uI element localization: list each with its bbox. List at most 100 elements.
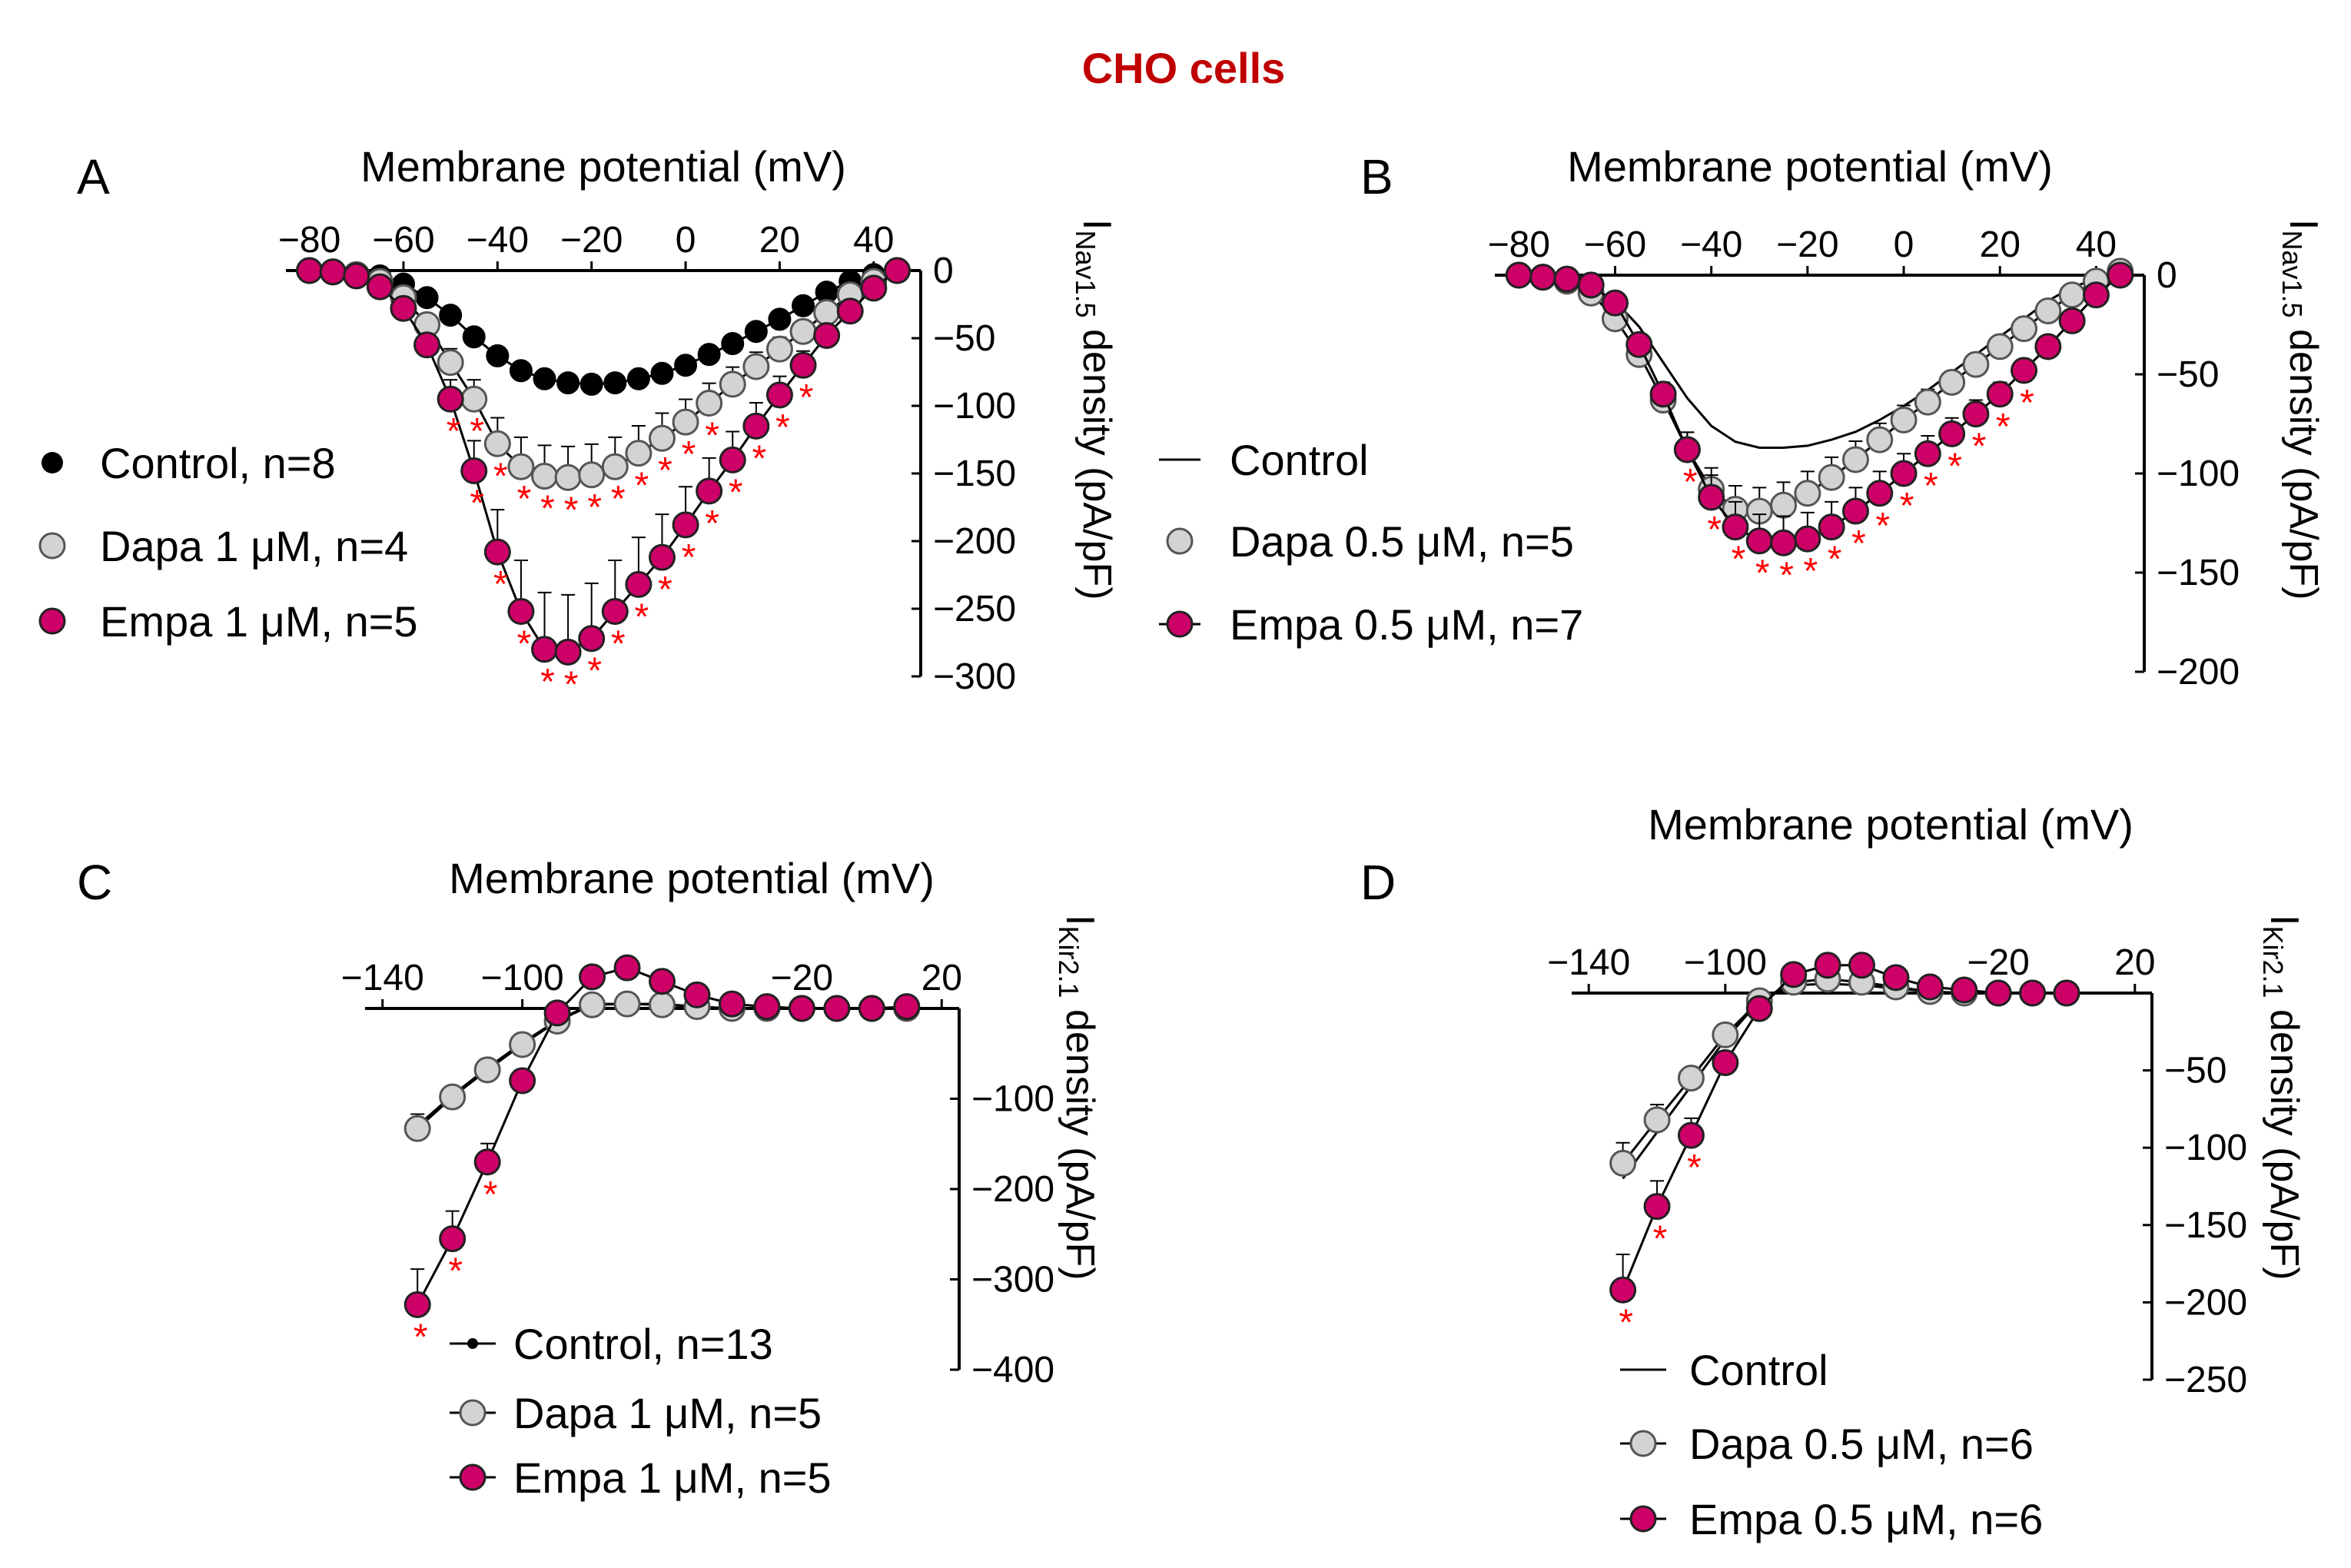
data-point <box>603 371 627 395</box>
data-point <box>462 325 486 349</box>
significance-star: * <box>1900 486 1914 527</box>
data-point <box>1916 973 1944 1001</box>
data-point <box>531 463 559 490</box>
data-point <box>648 424 676 452</box>
x-tick-label: −20 <box>771 958 833 998</box>
data-point <box>893 993 921 1021</box>
significance-star: * <box>1804 551 1818 592</box>
data-point <box>2034 333 2062 360</box>
data-point <box>1601 289 1629 317</box>
data-point <box>2058 281 2086 309</box>
x-tick-label: −60 <box>372 220 434 261</box>
data-point <box>2058 307 2086 334</box>
data-point <box>823 995 851 1022</box>
data-point <box>415 286 439 310</box>
data-point <box>860 274 888 302</box>
y-axis-title: IKir2.1 density (pA/pF) <box>1053 915 1102 1281</box>
data-point <box>742 412 770 440</box>
panel-b: B Membrane potential (mV) INav1.5 densit… <box>1159 142 2326 693</box>
data-point <box>613 954 641 982</box>
legend-marker-dapa <box>1166 527 1194 555</box>
y-axis-title: INav1.5 density (pA/pF) <box>2276 219 2326 600</box>
data-point <box>1643 1106 1671 1134</box>
data-point <box>721 332 745 356</box>
legend-label-control: Control, n=13 <box>513 1320 773 1368</box>
data-point <box>507 598 535 626</box>
x-axis-title: Membrane potential (mV) <box>360 142 846 191</box>
x-tick-label: −40 <box>1680 224 1742 265</box>
significance-star: * <box>448 1251 463 1292</box>
x-tick-label: 0 <box>676 220 696 261</box>
data-point <box>1841 446 1869 473</box>
significance-star: * <box>1687 1148 1702 1188</box>
legend-label-control: Control <box>1230 436 1369 484</box>
data-point <box>1914 388 1941 416</box>
data-point <box>1505 261 1532 289</box>
y-tick-label: −200 <box>2157 652 2240 693</box>
y-tick-label: −300 <box>971 1260 1054 1301</box>
y-tick-label: −200 <box>2164 1282 2247 1323</box>
legend-label-empa: Empa 0.5 μM, n=7 <box>1230 600 1583 649</box>
y-axis-main: I <box>1074 219 1119 230</box>
plot-area: −140 −100 −20 20 −100 −200 −300 −400 * * * <box>341 954 1054 1390</box>
legend: Control Dapa 0.5 μM, n=5 Empa 0.5 μM, n=… <box>1159 436 1583 649</box>
data-point <box>1951 976 1978 1004</box>
x-tick-label: 20 <box>759 220 800 261</box>
data-point <box>792 294 815 317</box>
data-point <box>2053 979 2080 1007</box>
data-point <box>1986 380 2014 408</box>
significance-star: * <box>447 411 461 452</box>
data-point <box>578 461 606 489</box>
y-axis-subscript: Nav1.5 <box>1070 230 1101 317</box>
significance-star: * <box>540 662 555 703</box>
significance-star: * <box>517 479 532 520</box>
y-tick-label: −200 <box>933 521 1016 562</box>
data-point <box>650 361 674 385</box>
x-tick-label: 20 <box>1980 224 2021 265</box>
significance-star: * <box>658 570 672 610</box>
significance-star: * <box>705 415 719 456</box>
data-point <box>625 570 653 598</box>
data-point <box>578 625 606 653</box>
x-axis-title: Membrane potential (mV) <box>449 854 935 902</box>
data-point <box>507 453 535 480</box>
significance-star: * <box>413 1317 428 1357</box>
x-tick-label: −100 <box>481 958 564 998</box>
legend-marker-empa <box>1166 610 1194 638</box>
data-point <box>1745 995 1773 1022</box>
x-tick-label: −140 <box>1547 942 1630 983</box>
x-tick-label: −20 <box>560 220 623 261</box>
significance-star: * <box>705 503 719 544</box>
x-axis-title: Membrane potential (mV) <box>1567 142 2053 191</box>
x-tick-label: −140 <box>341 958 424 998</box>
data-point <box>1818 463 1845 491</box>
data-point <box>509 1067 536 1095</box>
data-point <box>390 294 417 322</box>
significance-star: * <box>1948 446 1962 487</box>
y-axis-title: INav1.5 density (pA/pF) <box>1070 219 1119 600</box>
significance-star: * <box>1779 555 1794 596</box>
legend-marker-control <box>467 1338 478 1349</box>
significance-star: * <box>587 487 602 528</box>
data-point <box>858 995 885 1022</box>
y-tick-label: 0 <box>933 251 954 291</box>
x-tick-label: −60 <box>1584 224 1646 265</box>
data-point <box>2019 979 2047 1007</box>
data-point <box>1677 1121 1705 1149</box>
y-tick-label: −200 <box>971 1169 1054 1210</box>
panel-letter: B <box>1360 149 1393 204</box>
data-point <box>613 990 641 1018</box>
legend-label-empa: Empa 1 μM, n=5 <box>100 597 418 646</box>
legend-label-dapa: Dapa 0.5 μM, n=6 <box>1689 1420 2034 1468</box>
data-point <box>554 463 582 491</box>
y-tick-label: −400 <box>971 1350 1054 1390</box>
data-point <box>1794 480 1821 507</box>
data-point <box>1577 271 1605 299</box>
panel-c: C Membrane potential (mV) IKir2.1 densit… <box>77 854 1102 1502</box>
data-point <box>813 321 841 349</box>
legend: Control, n=13 Dapa 1 μM, n=5 Empa 1 μM, … <box>450 1320 832 1502</box>
data-point <box>836 297 864 325</box>
legend-marker-dapa <box>459 1399 486 1427</box>
data-point <box>789 317 817 345</box>
data-point <box>1914 440 1941 467</box>
